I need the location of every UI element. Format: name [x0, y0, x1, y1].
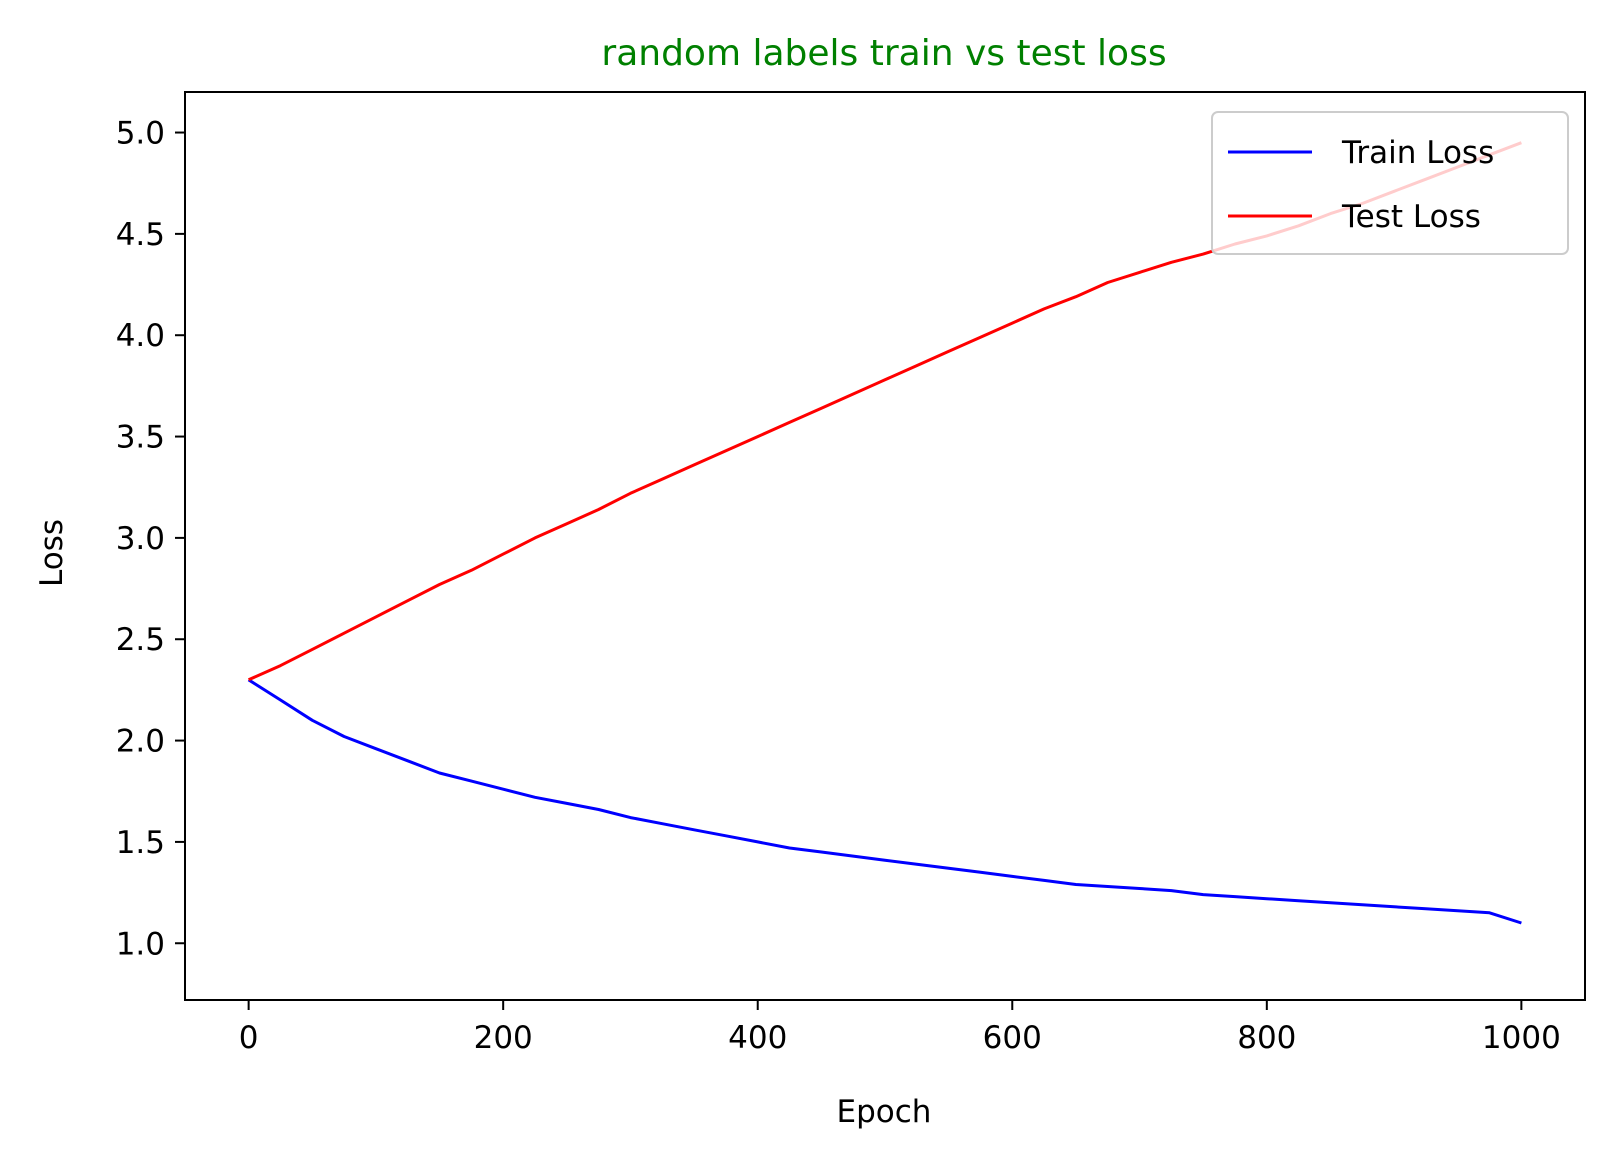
- y-tick-label: 5.0: [116, 116, 165, 152]
- chart-title: random labels train vs test loss: [601, 33, 1166, 74]
- y-tick-label: 3.0: [116, 521, 165, 557]
- plot-frame: [184, 91, 1586, 1001]
- y-axis-label: Loss: [34, 519, 70, 587]
- x-tick-label: 800: [1237, 1020, 1296, 1056]
- y-tick-label: 1.0: [116, 926, 165, 962]
- legend-label-train-loss: Train Loss: [1341, 135, 1494, 171]
- y-tick-label: 3.5: [116, 420, 165, 456]
- x-tick-label: 600: [983, 1020, 1042, 1056]
- x-tick-label: 0: [239, 1020, 259, 1056]
- x-tick-label: 1000: [1482, 1020, 1561, 1056]
- y-tick-label: 2.5: [116, 622, 165, 658]
- y-tick-label: 1.5: [116, 825, 165, 861]
- y-tick-label: 4.5: [116, 217, 165, 253]
- x-axis: 0 200 400 600 800 1000: [239, 1000, 1561, 1056]
- legend-label-test-loss: Test Loss: [1341, 199, 1481, 235]
- y-axis: 1.0 1.5 2.0 2.5 3.0 3.5 4.0 4.5 5.0: [116, 116, 185, 962]
- legend: Train Loss Test Loss: [1211, 111, 1569, 255]
- x-tick-label: 200: [474, 1020, 533, 1056]
- y-tick-label: 4.0: [116, 318, 165, 354]
- x-tick-label: 400: [728, 1020, 787, 1056]
- x-axis-label: Epoch: [837, 1094, 932, 1130]
- legend-box: [1211, 111, 1569, 255]
- y-tick-label: 2.0: [116, 724, 165, 760]
- train-loss-line: [247, 678, 1522, 925]
